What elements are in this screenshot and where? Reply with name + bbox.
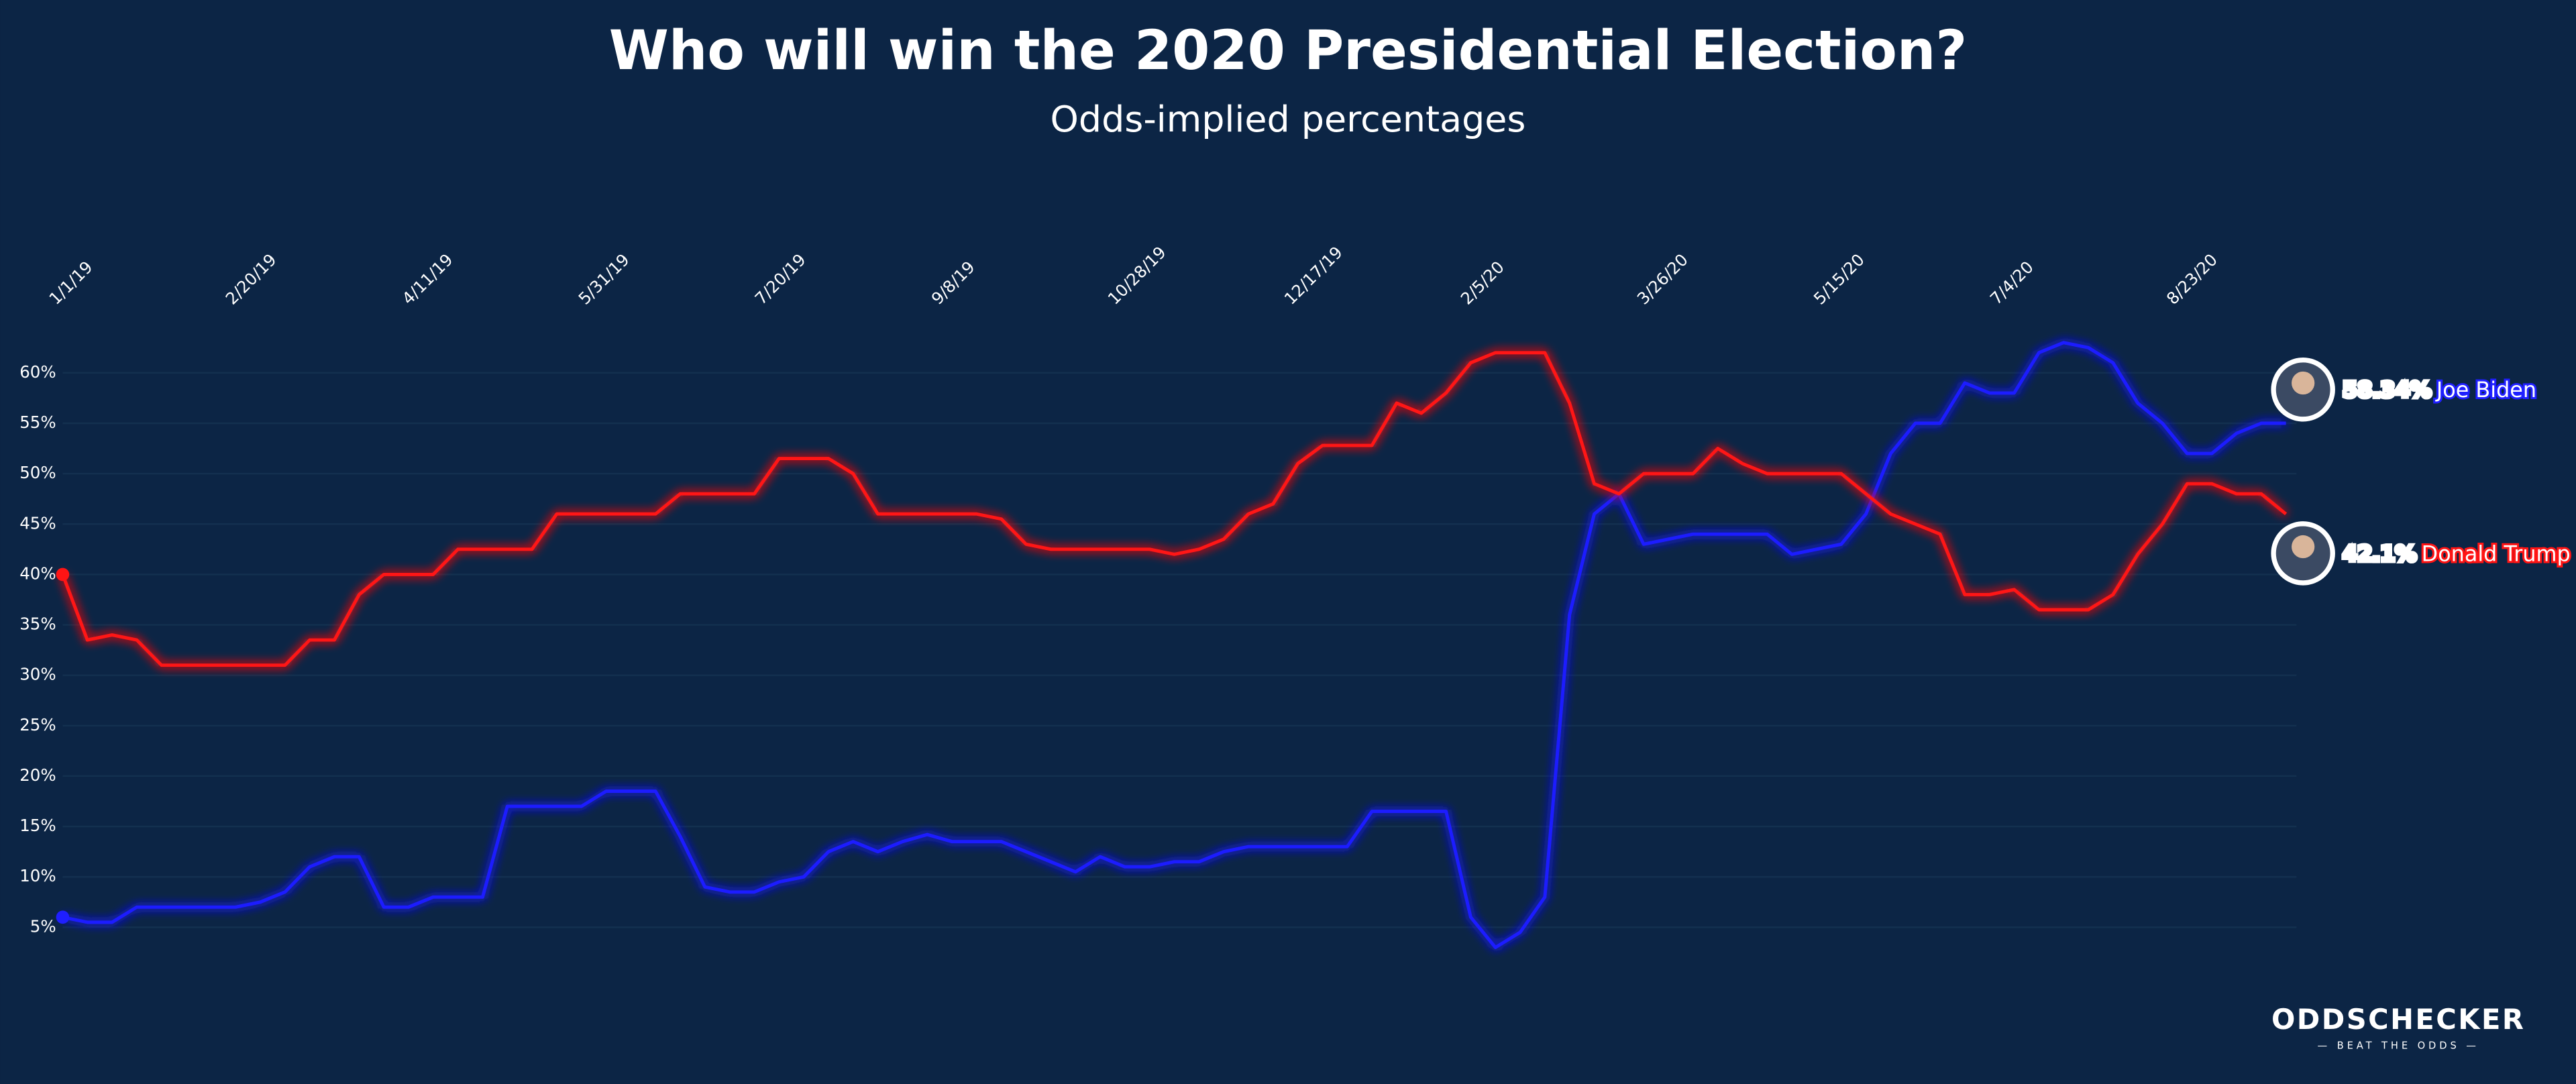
y-tick-label: 30% (19, 665, 56, 684)
legend-label: Donald Trump (2422, 541, 2571, 566)
line-series (62, 341, 2286, 949)
line-series (61, 351, 2288, 667)
y-tick-label: 60% (19, 362, 56, 382)
logo-tagline: — BEAT THE ODDS — (2318, 1040, 2479, 1052)
logo: ODDSCHECKER (2271, 1003, 2525, 1036)
y-tick-label: 15% (19, 816, 56, 835)
y-tick-label: 55% (19, 413, 56, 432)
y-tick-label: 35% (19, 614, 56, 634)
y-tick-label: 5% (30, 916, 56, 936)
start-point (56, 567, 70, 582)
avatar-head (2292, 535, 2315, 559)
y-tick-label: 45% (19, 513, 56, 533)
chart-subtitle: Odds-implied percentages (1051, 98, 1526, 140)
y-tick-label: 20% (19, 765, 56, 785)
start-point (56, 910, 70, 924)
chart-title: Who will win the 2020 Presidential Elect… (609, 19, 1967, 83)
y-tick-label: 10% (19, 866, 56, 885)
avatar-head (2292, 371, 2315, 395)
y-tick-label: 50% (19, 463, 56, 482)
legend-label: Joe Biden (2435, 377, 2536, 402)
end-value-label: 42.1% (2343, 541, 2416, 566)
end-value-label: 58.34% (2343, 377, 2432, 402)
y-tick-label: 25% (19, 715, 56, 735)
y-tick-label: 40% (19, 563, 56, 583)
